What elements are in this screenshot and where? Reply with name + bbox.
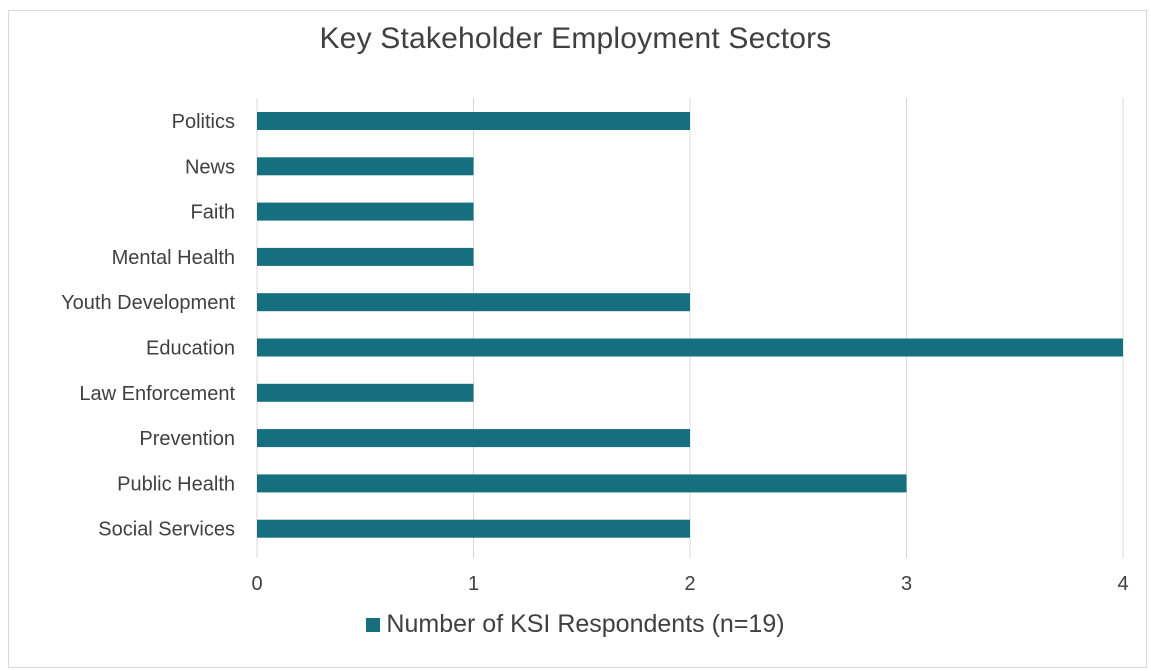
- bar: [257, 247, 474, 266]
- x-tick-labels: 0 1 2 3 4: [251, 573, 1128, 595]
- x-tick-label: 3: [901, 573, 912, 595]
- bar: [257, 112, 690, 130]
- bar: [257, 293, 690, 312]
- x-tick-label: 4: [1117, 573, 1128, 595]
- x-tick-label: 0: [251, 573, 262, 595]
- legend-label: Number of KSI Respondents (n=19): [386, 610, 785, 638]
- category-label: Youth Development: [61, 292, 235, 314]
- x-tick-label: 2: [684, 573, 695, 595]
- category-label: News: [185, 156, 235, 178]
- legend-swatch: [366, 617, 381, 632]
- category-label: Law Enforcement: [79, 383, 235, 405]
- bar: [257, 474, 907, 493]
- legend: Number of KSI Respondents (n=19): [0, 610, 1151, 639]
- bar: [257, 519, 690, 538]
- bar: [257, 202, 474, 221]
- bar: [257, 429, 690, 448]
- category-label: Politics: [172, 111, 235, 133]
- category-labels: Politics News Faith Mental Health Youth Deve…: [61, 111, 235, 541]
- category-label: Faith: [191, 202, 235, 224]
- bar: [257, 338, 1123, 357]
- category-label: Public Health: [117, 473, 235, 495]
- bars: [257, 112, 1123, 538]
- bar: [257, 157, 474, 176]
- category-label: Prevention: [139, 428, 235, 450]
- category-label: Education: [146, 338, 235, 360]
- chart-title: Key Stakeholder Employment Sectors: [319, 22, 832, 55]
- x-tick-label: 1: [468, 573, 479, 595]
- category-label: Social Services: [98, 519, 235, 541]
- bar: [257, 383, 474, 402]
- category-label: Mental Health: [112, 247, 235, 269]
